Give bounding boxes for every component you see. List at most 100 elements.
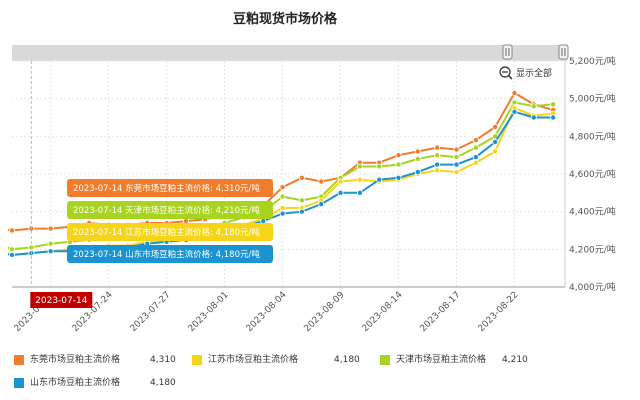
data-point[interactable] — [298, 174, 305, 181]
y-tick-label: 5,000元/吨 — [569, 93, 616, 105]
data-point[interactable] — [279, 204, 286, 211]
legend-value-jiangsu: 4,180 — [334, 355, 360, 365]
legend-swatch-tianjin — [380, 354, 390, 365]
data-point[interactable] — [550, 114, 557, 121]
legend-label-tianjin: 天津市场豆粕主流价格 — [396, 355, 487, 365]
tooltip-text-0: 2023-07-14 东莞市场豆粕主流价格: 4,310元/吨 — [73, 183, 260, 194]
data-point[interactable] — [298, 197, 305, 204]
legend-item-tianjin[interactable]: 天津市场豆粕主流价格 4,210 — [380, 353, 560, 367]
data-point[interactable] — [530, 103, 537, 110]
data-point[interactable] — [414, 169, 421, 176]
x-tick-label: 2023-08-14 — [361, 290, 405, 334]
y-tick-label: 4,600元/吨 — [569, 168, 616, 180]
data-point[interactable] — [8, 251, 15, 258]
data-point[interactable] — [356, 163, 363, 170]
data-point[interactable] — [356, 176, 363, 183]
crosshair: 2023-07-14 — [30, 61, 93, 308]
data-point[interactable] — [356, 189, 363, 196]
data-point[interactable] — [47, 225, 54, 232]
legend-item-shandong[interactable]: 山东市场豆粕主流价格 4,180 — [14, 376, 194, 390]
data-point[interactable] — [530, 114, 537, 121]
data-point[interactable] — [434, 167, 441, 174]
data-point[interactable] — [511, 90, 518, 97]
x-tick-label: 2023-08-01 — [187, 290, 231, 334]
data-point[interactable] — [395, 152, 402, 159]
data-point[interactable] — [8, 227, 15, 234]
data-point[interactable] — [472, 154, 479, 161]
data-point[interactable] — [511, 99, 518, 106]
navigator-right-handle[interactable] — [558, 44, 569, 60]
tooltip-box-0 — [67, 179, 273, 197]
data-point[interactable] — [8, 246, 15, 253]
legend-item-jiangsu[interactable]: 江苏市场豆粕主流价格 4,180 — [192, 353, 372, 367]
data-point[interactable] — [492, 138, 499, 145]
y-tick-label: 4,000元/吨 — [569, 281, 616, 293]
data-point[interactable] — [492, 123, 499, 130]
legend-swatch-dongguan — [14, 354, 24, 365]
tooltip-text-1: 2023-07-14 天津市场豆粕主流价格: 4,210元/吨 — [73, 205, 260, 216]
data-point[interactable] — [47, 248, 54, 255]
data-point[interactable] — [511, 108, 518, 115]
data-point[interactable] — [453, 146, 460, 153]
legend-value-shandong: 4,180 — [150, 378, 176, 388]
crosshair-date-tag — [30, 292, 93, 308]
data-point[interactable] — [434, 161, 441, 168]
data-point[interactable] — [472, 144, 479, 151]
data-point[interactable] — [434, 152, 441, 159]
chart-title: 豆粕现货市场价格 — [232, 12, 337, 27]
data-point[interactable] — [279, 210, 286, 217]
legend-swatch-shandong — [14, 377, 24, 388]
zoom-reset-label: 显示全部 — [516, 67, 552, 79]
legend-label-jiangsu: 江苏市场豆粕主流价格 — [208, 355, 299, 365]
data-point[interactable] — [395, 161, 402, 168]
x-tick-label: 2023-08-22 — [477, 290, 521, 334]
y-tick-label: 4,800元/吨 — [569, 130, 616, 142]
tooltip-box-1 — [67, 201, 273, 219]
data-point[interactable] — [279, 193, 286, 200]
navigator-left-handle[interactable] — [502, 44, 513, 60]
data-point[interactable] — [453, 154, 460, 161]
data-point[interactable] — [337, 178, 344, 185]
data-point[interactable] — [318, 178, 325, 185]
data-point[interactable] — [376, 176, 383, 183]
data-point[interactable] — [453, 161, 460, 168]
navigator-bar[interactable] — [12, 45, 567, 61]
data-point[interactable] — [472, 137, 479, 144]
data-point[interactable] — [298, 208, 305, 215]
data-point[interactable] — [182, 218, 189, 225]
data-point[interactable] — [395, 174, 402, 181]
data-point[interactable] — [376, 163, 383, 170]
zoom-out-icon — [499, 66, 513, 80]
x-tick-label: 2023-08-17 — [419, 290, 463, 334]
x-tick-label: 2023-07-27 — [129, 290, 173, 334]
data-point[interactable] — [414, 148, 421, 155]
legend-value-tianjin: 4,210 — [502, 355, 528, 365]
data-point[interactable] — [318, 201, 325, 208]
zoom-reset-button[interactable]: 显示全部 — [499, 66, 552, 80]
data-point[interactable] — [550, 101, 557, 108]
x-tick-label: 2023-08-04 — [245, 290, 289, 334]
legend-label-shandong: 山东市场豆粕主流价格 — [30, 378, 121, 388]
crosshair-date-label: 2023-07-14 — [35, 296, 88, 306]
data-point[interactable] — [453, 169, 460, 176]
data-point[interactable] — [492, 148, 499, 155]
tooltip-group: 2023-07-14 东莞市场豆粕主流价格: 4,310元/吨 2023-07-1… — [67, 179, 273, 263]
data-point[interactable] — [472, 159, 479, 166]
y-tick-label: 4,200元/吨 — [569, 243, 616, 255]
data-point[interactable] — [47, 240, 54, 247]
y-tick-label: 5,200元/吨 — [569, 55, 616, 67]
data-point[interactable] — [414, 155, 421, 162]
data-point[interactable] — [260, 218, 267, 225]
data-point[interactable] — [434, 144, 441, 151]
tooltip-text-2: 2023-07-14 江苏市场豆粕主流价格: 4,180元/吨 — [73, 227, 260, 238]
data-point[interactable] — [337, 189, 344, 196]
tooltip-box-2 — [67, 223, 273, 241]
legend-label-dongguan: 东莞市场豆粕主流价格 — [30, 355, 121, 365]
data-point[interactable] — [279, 184, 286, 191]
tooltip-box-3 — [67, 245, 273, 263]
x-tick-label: 2023-08-09 — [303, 290, 347, 334]
chart-plot[interactable]: 4,000元/吨 4,200元/吨 4,400元/吨 4,600元/吨 4,800元/吨… — [0, 0, 640, 345]
tooltip-text-3: 2023-07-14 山东市场豆粕主流价格: 4,180元/吨 — [73, 249, 260, 260]
legend-item-dongguan[interactable]: 东莞市场豆粕主流价格 4,310 — [14, 353, 194, 367]
y-tick-label: 4,400元/吨 — [569, 206, 616, 218]
